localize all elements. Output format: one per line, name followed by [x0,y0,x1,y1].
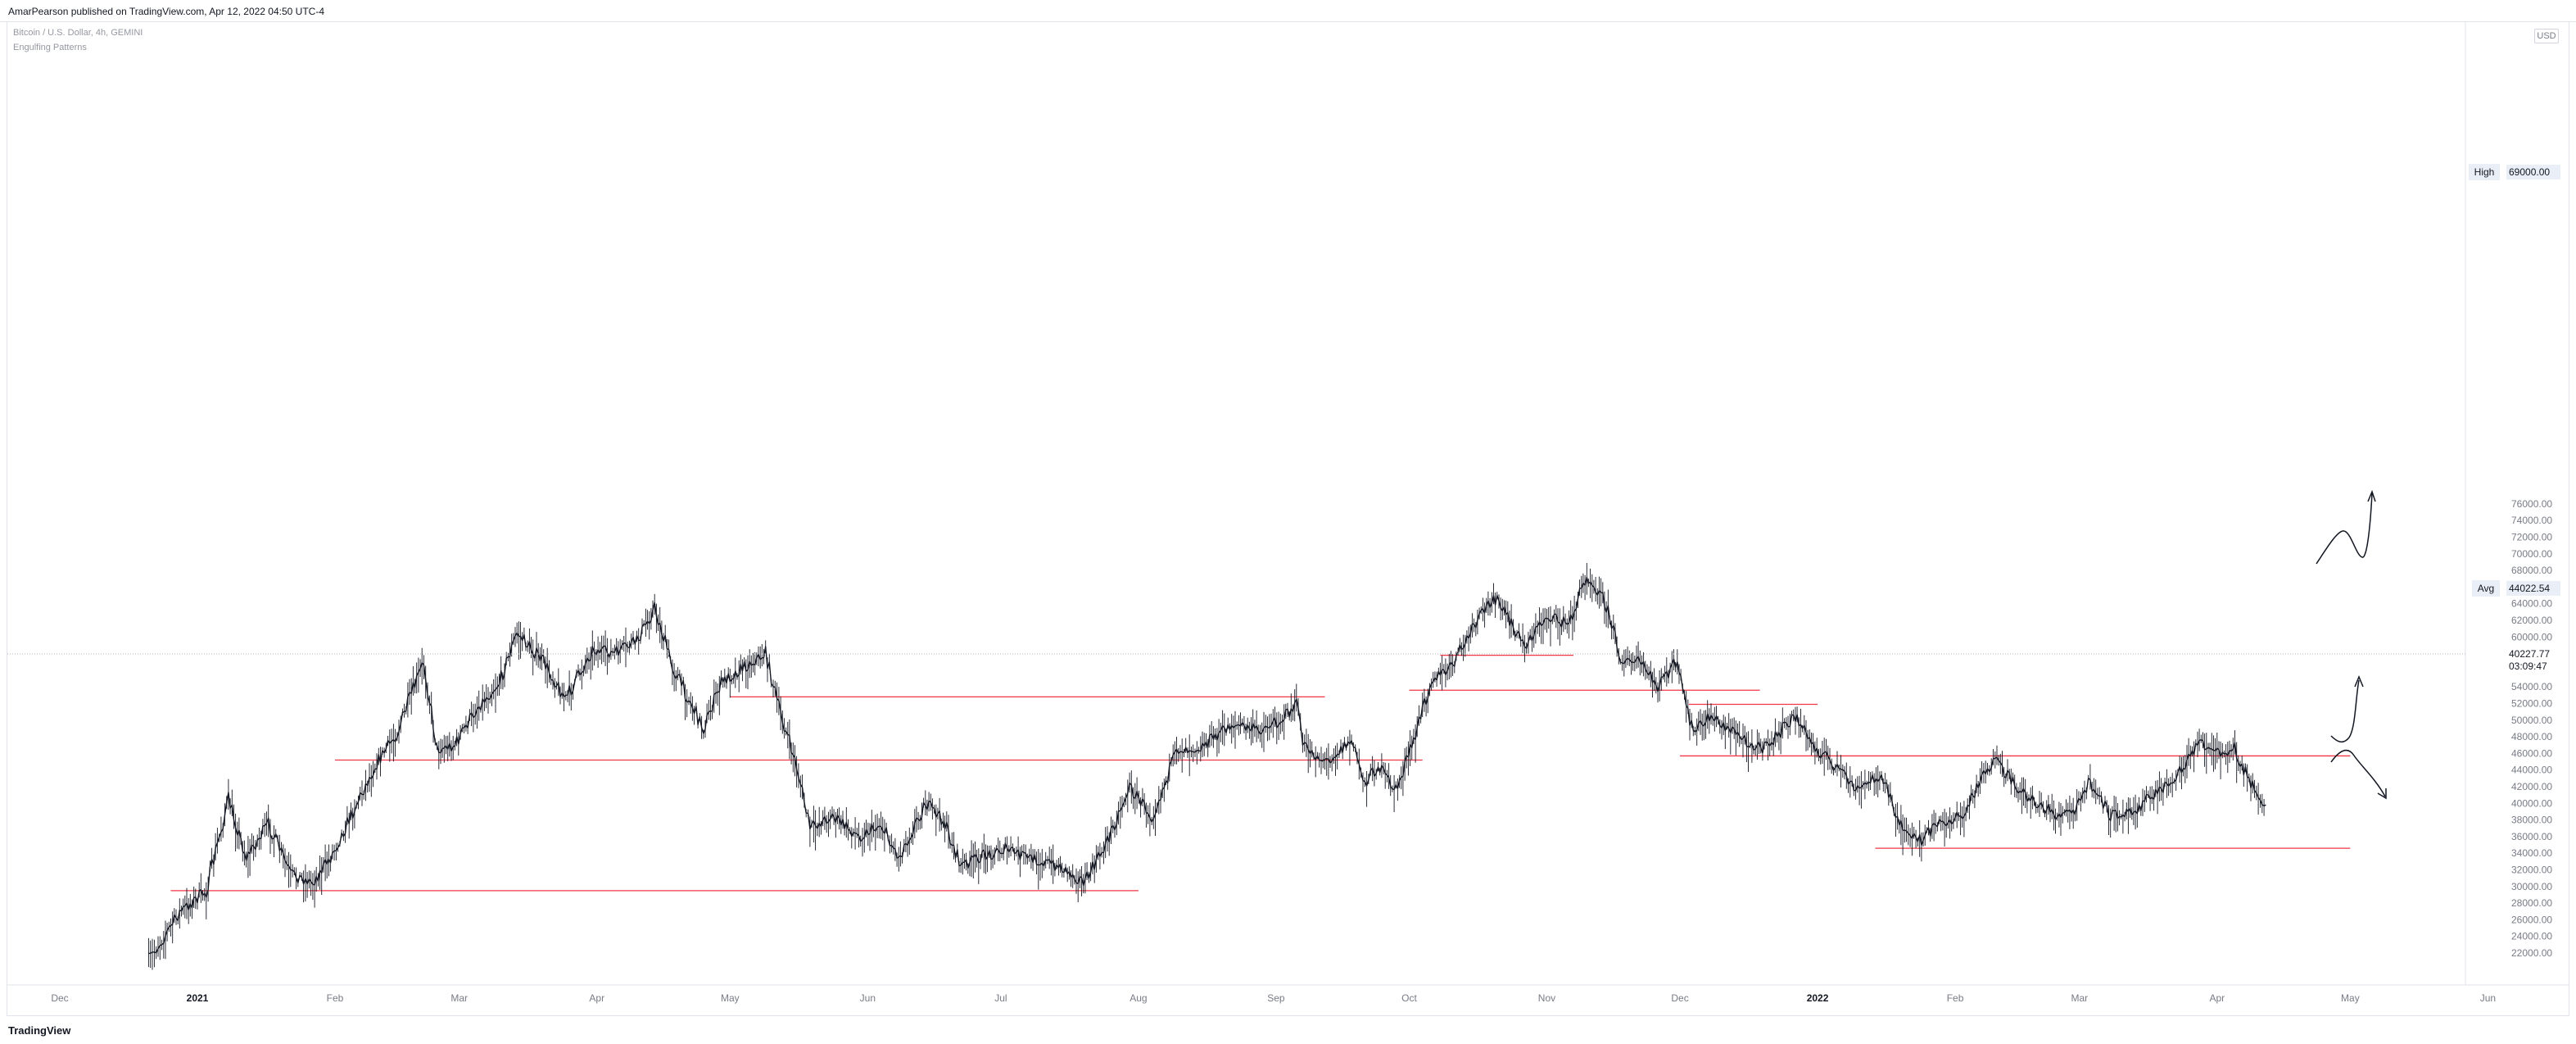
price-tick-label: 64000.00 [2511,598,2552,610]
time-tick-label: 2022 [1807,992,1829,1004]
symbol-legend: Bitcoin / U.S. Dollar, 4h, GEMINI [13,28,143,38]
projection-arrow-up-lower [2330,679,2360,743]
time-tick-label: Nov [1538,992,1555,1004]
projection-arrow-down-head [2377,788,2387,800]
price-line [148,576,2266,955]
price-tick-label: 74000.00 [2511,515,2552,526]
time-tick-label: 2021 [187,992,209,1004]
price-tick-label: 44000.00 [2511,765,2552,776]
projection-drawings [2316,489,2387,800]
projection-arrow-up-upper [2316,492,2373,565]
price-tick-label: 54000.00 [2511,681,2552,692]
price-tick-label: 70000.00 [2511,548,2552,560]
price-tick-label: 38000.00 [2511,815,2552,826]
avg-tag-label: Avg [2478,583,2494,594]
price-tick-label: 40000.00 [2511,797,2552,809]
price-tick-label: 24000.00 [2511,931,2552,942]
time-tick-label: Sep [1267,992,1285,1004]
price-tick-label: 48000.00 [2511,731,2552,742]
time-tick-label: Aug [1130,992,1147,1004]
price-tick-label: 26000.00 [2511,914,2552,925]
high-tag-label: High [2474,166,2495,178]
price-tick-label: 22000.00 [2511,947,2552,959]
tradingview-brand: TradingView [8,1024,71,1037]
price-tick-label: 68000.00 [2511,565,2552,576]
price-tick-label: 46000.00 [2511,747,2552,759]
time-tick-label: Apr [589,992,604,1004]
time-tick-label: Feb [327,992,344,1004]
price-axis-ticks: 22000.00 24000.00 26000.00 28000.00 30000.00… [2511,498,2552,959]
time-tick-label: Dec [1671,992,1688,1004]
price-tick-label: 52000.00 [2511,698,2552,710]
time-tick-label: Jun [860,992,876,1004]
time-tick-label: Oct [1401,992,1417,1004]
indicator-legend: Engulfing Patterns [13,43,87,52]
published-line: AmarPearson published on TradingView.com… [8,6,325,17]
projection-arrow-down [2330,749,2386,797]
price-tick-label: 30000.00 [2511,881,2552,892]
time-tick-label: Apr [2209,992,2225,1004]
support-resistance-levels [170,654,2351,892]
projection-arrow-up-upper-head [2367,489,2376,502]
time-tick-label: Dec [51,992,68,1004]
price-tick-label: 28000.00 [2511,897,2552,909]
high-tag-box [2469,164,2500,180]
high-value-box [2506,165,2560,179]
currency-unit-badge[interactable]: USD [2534,29,2559,43]
chart-frame [7,21,2569,1016]
price-tick-label: 34000.00 [2511,847,2552,859]
bar-countdown: 03:09:47 [2509,660,2547,672]
price-tick-label: 42000.00 [2511,781,2552,792]
price-tick-label: 36000.00 [2511,831,2552,842]
price-wicks [147,563,2265,970]
price-tick-label: 62000.00 [2511,615,2552,626]
last-price-box [2506,646,2560,674]
projection-arrow-up-lower-head [2354,675,2364,688]
last-price-value: 40227.77 [2509,648,2550,660]
time-tick-label: Jul [994,992,1007,1004]
price-tick-label: 32000.00 [2511,865,2552,876]
footer: TradingView [0,1019,2576,1044]
time-tick-label: May [721,992,740,1004]
time-tick-label: Mar [450,992,468,1004]
time-tick-label: Feb [1947,992,1964,1004]
time-tick-label: Mar [2071,992,2088,1004]
avg-value-box [2506,581,2560,596]
price-tick-label: 60000.00 [2511,631,2552,642]
price-tick-label: 72000.00 [2511,532,2552,543]
price-tick-label: 50000.00 [2511,715,2552,726]
time-axis-ticks: Dec 2021 Feb Mar Apr May Jun Jul Aug Sep Oct Nov Dec… [51,992,2496,1004]
price-series [147,563,2266,970]
avg-tag-box [2472,580,2500,597]
time-tick-label: May [2341,992,2360,1004]
avg-value: 44022.54 [2509,583,2550,594]
high-value: 69000.00 [2509,166,2550,178]
time-tick-label: Jun [2480,992,2496,1004]
price-tick-label: 76000.00 [2511,498,2552,510]
